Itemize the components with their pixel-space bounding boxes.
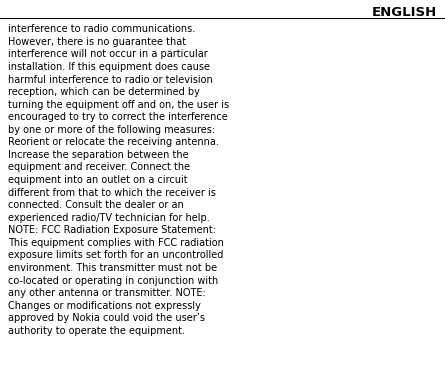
Text: ENGLISH: ENGLISH (372, 6, 437, 19)
Text: interference to radio communications.
However, there is no guarantee that
interf: interference to radio communications. Ho… (8, 24, 229, 336)
